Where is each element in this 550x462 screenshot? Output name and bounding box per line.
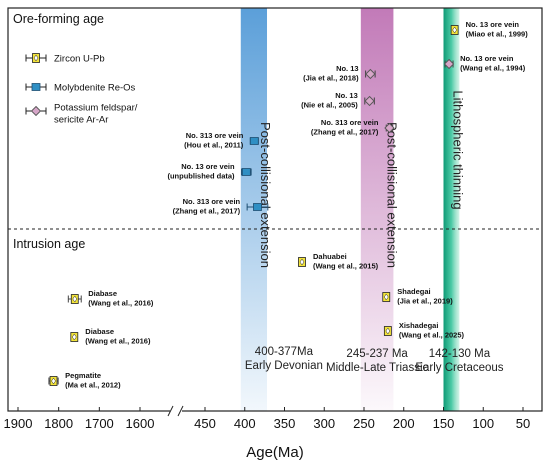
section-title-intrusion: Intrusion age bbox=[13, 237, 85, 251]
x-tick-label: 100 bbox=[472, 416, 494, 431]
point-ore-6: No. 313 ore vein(Hou et al., 2011) bbox=[184, 131, 259, 150]
point-marker-10 bbox=[382, 292, 391, 302]
legend-label-molybdenite: Molybdenite Re-Os bbox=[54, 83, 136, 94]
x-tick-label: 1900 bbox=[4, 416, 33, 431]
x-tick-label: 450 bbox=[194, 416, 216, 431]
point-label-7: No. 13 ore vein bbox=[181, 162, 235, 171]
band-3 bbox=[443, 8, 460, 411]
point-label-6: (Hou et al., 2011) bbox=[184, 141, 244, 150]
data-points: No. 13 ore vein(Miao et al., 1999)No. 13… bbox=[48, 20, 529, 390]
point-label-13: (Wang et al., 2016) bbox=[85, 337, 151, 346]
point-ore-5: No. 313 ore vein(Zhang et al., 2017) bbox=[311, 118, 395, 137]
x-axis: 1900 1800 1700 1600 450 400 350 300 250 200 150 100… bbox=[4, 405, 530, 431]
band-2-range: 245-237 Ma bbox=[346, 348, 408, 360]
point-label-11: Xishadegai bbox=[399, 321, 439, 330]
point-intrusion-12: Diabase(Wang et al., 2016) bbox=[67, 289, 154, 308]
legend-marker-molybdenite bbox=[31, 83, 41, 91]
point-label-2: No. 13 ore vein bbox=[460, 54, 514, 63]
point-label-11: (Wang et al., 2025) bbox=[399, 331, 465, 340]
x-tick-label: 50 bbox=[516, 416, 530, 431]
x-tick-label: 300 bbox=[313, 416, 335, 431]
legend-label-kfs: Potassium feldspar/ bbox=[54, 103, 138, 114]
point-ore-3: No. 13(Jia et al., 2018) bbox=[303, 64, 376, 83]
point-marker-12 bbox=[70, 294, 79, 304]
point-label-8: (Zhang et al., 2017) bbox=[173, 207, 241, 216]
legend: Zircon U-Pb Molybdenite Re-Os Potassium fe… bbox=[25, 53, 138, 126]
point-ore-1: No. 13 ore vein(Miao et al., 1999) bbox=[450, 20, 529, 39]
point-label-13: Diabase bbox=[85, 327, 114, 336]
point-label-4: (Nie et al., 2005) bbox=[301, 101, 358, 110]
band-3-range: 142-130 Ma bbox=[429, 348, 491, 360]
point-label-10: (Jia et al., 2019) bbox=[397, 297, 453, 306]
point-label-14: (Ma et al., 2012) bbox=[65, 381, 121, 390]
legend-label-kfs: sericite Ar-Ar bbox=[54, 115, 108, 126]
point-marker-7 bbox=[241, 168, 251, 176]
point-label-1: (Miao et al., 1999) bbox=[466, 30, 529, 39]
point-label-1: No. 13 ore vein bbox=[466, 20, 520, 29]
x-tick-label: 400 bbox=[234, 416, 256, 431]
legend-marker-zircon bbox=[32, 53, 40, 63]
point-marker-2 bbox=[443, 58, 455, 70]
band-3-vertical-label: Lithospheric thinning bbox=[450, 90, 465, 209]
legend-label-zircon: Zircon U-Pb bbox=[54, 54, 105, 65]
point-ore-4: No. 13(Nie et al., 2005) bbox=[301, 91, 375, 110]
point-marker-13 bbox=[70, 332, 79, 342]
point-intrusion-10: Shadegai(Jia et al., 2019) bbox=[382, 287, 453, 306]
point-marker-9 bbox=[298, 257, 306, 267]
point-label-3: (Jia et al., 2018) bbox=[303, 74, 359, 83]
point-ore-2: No. 13 ore vein(Wang et al., 1994) bbox=[443, 54, 526, 73]
point-marker-11 bbox=[383, 326, 392, 336]
band-3-period: Early Cretaceous bbox=[415, 362, 503, 374]
point-marker-3 bbox=[365, 68, 376, 80]
point-label-2: (Wang et al., 1994) bbox=[460, 64, 526, 73]
point-label-9: (Wang et al., 2015) bbox=[313, 262, 379, 271]
point-marker-5 bbox=[384, 122, 395, 134]
point-label-6: No. 313 ore vein bbox=[186, 131, 244, 140]
x-tick-label: 250 bbox=[353, 416, 375, 431]
band-2-vertical-label: Post-collisional extension bbox=[384, 122, 399, 268]
x-tick-label: 150 bbox=[433, 416, 455, 431]
point-label-12: Diabase bbox=[88, 289, 117, 298]
point-label-4: No. 13 bbox=[335, 91, 358, 100]
band-1-period: Early Devonian bbox=[245, 360, 323, 372]
x-axis-label: Age(Ma) bbox=[246, 444, 304, 461]
band-2 bbox=[360, 8, 394, 411]
point-marker-1 bbox=[450, 25, 459, 35]
axis-break-mark bbox=[177, 405, 184, 417]
plot-frame bbox=[7, 7, 543, 412]
tectonic-bands: Post-collisional extension 400-377Ma Early… bbox=[240, 8, 504, 411]
point-label-8: No. 313 ore vein bbox=[183, 197, 241, 206]
point-label-12: (Wang et al., 2016) bbox=[88, 299, 154, 308]
point-label-14: Pegmatite bbox=[65, 371, 101, 380]
point-marker-4 bbox=[364, 95, 375, 107]
x-tick-label: 200 bbox=[393, 416, 415, 431]
point-label-5: No. 313 ore vein bbox=[321, 118, 379, 127]
point-label-3: No. 13 bbox=[336, 64, 359, 73]
point-marker-14 bbox=[49, 376, 58, 386]
point-label-10: Shadegai bbox=[397, 287, 430, 296]
point-ore-8: No. 313 ore vein(Zhang et al., 2017) bbox=[173, 197, 269, 216]
point-marker-8 bbox=[253, 203, 262, 211]
point-intrusion-14: Pegmatite(Ma et al., 2012) bbox=[48, 371, 121, 390]
x-tick-label: 1700 bbox=[85, 416, 114, 431]
point-intrusion-11: Xishadegai(Wang et al., 2025) bbox=[383, 321, 465, 340]
point-ore-7: No. 13 ore vein(unpublished data) bbox=[167, 162, 252, 181]
point-label-7: (unpublished data) bbox=[167, 172, 235, 181]
band-1-vertical-label: Post-collisional extension bbox=[258, 122, 273, 268]
point-intrusion-9: Dahuabei(Wang et al., 2015) bbox=[298, 252, 379, 271]
x-tick-label: 1800 bbox=[44, 416, 73, 431]
point-marker-6 bbox=[249, 137, 259, 145]
x-tick-label: 1600 bbox=[126, 416, 155, 431]
section-title-ore: Ore-forming age bbox=[13, 12, 104, 26]
point-intrusion-13: Diabase(Wang et al., 2016) bbox=[70, 327, 151, 346]
legend-marker-kfs bbox=[30, 105, 42, 117]
point-label-9: Dahuabei bbox=[313, 252, 347, 261]
x-tick-label: 350 bbox=[274, 416, 296, 431]
band-2-period: Middle-Late Triassic bbox=[326, 362, 429, 374]
point-label-5: (Zhang et al., 2017) bbox=[311, 128, 379, 137]
axis-break-mark bbox=[167, 405, 174, 417]
band-1-range: 400-377Ma bbox=[255, 346, 314, 358]
